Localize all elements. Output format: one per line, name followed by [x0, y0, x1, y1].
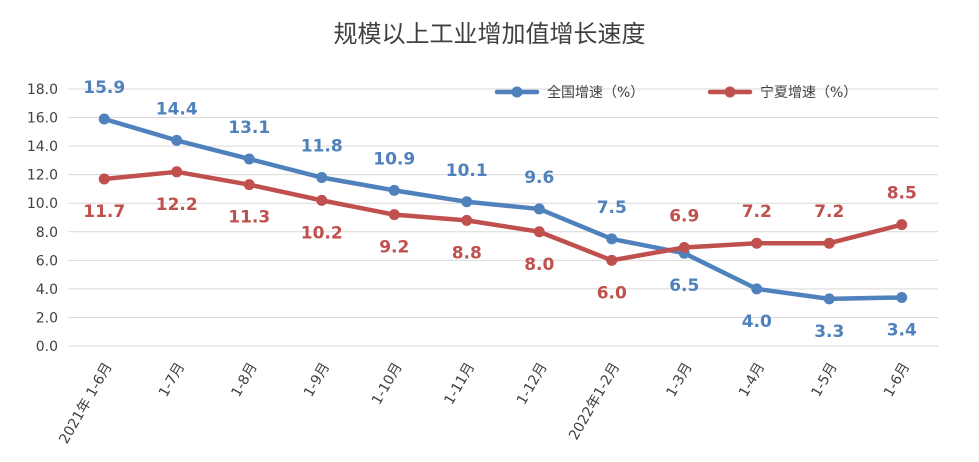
data-point: [606, 233, 618, 245]
data-point: [388, 209, 400, 221]
data-point: [388, 184, 400, 196]
data-label: 6.0: [597, 283, 627, 303]
data-point: [98, 113, 110, 125]
data-label: 13.1: [228, 118, 270, 138]
data-point: [896, 291, 908, 303]
data-label: 4.0: [742, 312, 772, 332]
x-tick-label: 1-7月: [156, 360, 188, 400]
data-label: 11.7: [83, 202, 125, 222]
data-point: [823, 293, 835, 305]
data-label: 15.9: [83, 78, 125, 98]
x-tick-label: 1-11月: [441, 360, 478, 408]
data-point: [316, 172, 328, 184]
data-point: [171, 166, 183, 178]
data-point: [751, 283, 763, 295]
data-label: 3.4: [887, 320, 917, 340]
x-tick-label: 1-4月: [736, 360, 768, 400]
data-label: 8.5: [887, 184, 917, 204]
x-tick-label: 1-10月: [369, 360, 406, 408]
data-point: [606, 254, 618, 266]
legend-marker: [511, 86, 523, 98]
y-tick-label: 2.0: [36, 310, 58, 326]
data-point: [751, 237, 763, 249]
data-label: 8.0: [524, 255, 554, 275]
data-label: 3.3: [814, 322, 844, 342]
x-tick-label: 2022年1-2月: [566, 360, 623, 443]
x-tick-label: 1-3月: [663, 360, 695, 400]
data-label: 9.6: [524, 168, 554, 188]
data-point: [533, 203, 545, 215]
series-line: [102, 116, 904, 302]
data-label: 9.2: [379, 238, 409, 258]
data-point: [823, 237, 835, 249]
data-point: [678, 241, 690, 253]
data-label: 8.8: [452, 243, 482, 263]
x-tick-label: 1-6月: [881, 360, 913, 400]
y-tick-label: 4.0: [36, 282, 58, 298]
y-tick-label: 14.0: [27, 139, 58, 155]
y-tick-label: 0.0: [36, 339, 58, 355]
data-label: 10.1: [446, 161, 488, 181]
x-tick-label: 1-5月: [808, 360, 840, 400]
data-label: 6.9: [669, 206, 699, 226]
data-label: 11.3: [228, 208, 270, 228]
data-point: [243, 153, 255, 165]
legend-label: 宁夏增速（%）: [760, 84, 857, 101]
data-label: 11.8: [301, 137, 343, 157]
y-tick-label: 6.0: [36, 253, 58, 269]
data-point: [98, 173, 110, 185]
x-tick-label: 1-8月: [228, 360, 260, 400]
series-line: [102, 169, 904, 263]
data-point: [171, 134, 183, 146]
data-label: 14.4: [156, 99, 198, 119]
data-label: 6.5: [669, 276, 699, 296]
data-label: 12.2: [156, 195, 198, 215]
y-tick-label: 10.0: [27, 196, 58, 212]
data-label: 10.2: [301, 223, 343, 243]
x-tick-label: 1-12月: [514, 360, 551, 408]
data-label: 7.2: [742, 202, 772, 222]
y-tick-label: 8.0: [36, 225, 58, 241]
y-tick-label: 16.0: [27, 111, 58, 127]
data-point: [896, 219, 908, 231]
data-point: [461, 196, 473, 208]
data-label: 7.5: [597, 198, 627, 218]
legend-label: 全国增速（%）: [547, 84, 644, 101]
legend-marker: [724, 86, 736, 98]
data-point: [243, 179, 255, 191]
x-tick-label: 1-9月: [301, 360, 333, 400]
chart-title: 规模以上工业增加值增长速度: [333, 20, 646, 48]
data-label: 10.9: [373, 149, 415, 169]
x-tick-label: 2021年 1-6月: [56, 360, 115, 447]
y-tick-label: 12.0: [27, 168, 58, 184]
data-point: [316, 194, 328, 206]
data-point: [461, 214, 473, 226]
data-label: 7.2: [814, 202, 844, 222]
y-tick-label: 18.0: [27, 82, 58, 98]
data-point: [533, 226, 545, 238]
